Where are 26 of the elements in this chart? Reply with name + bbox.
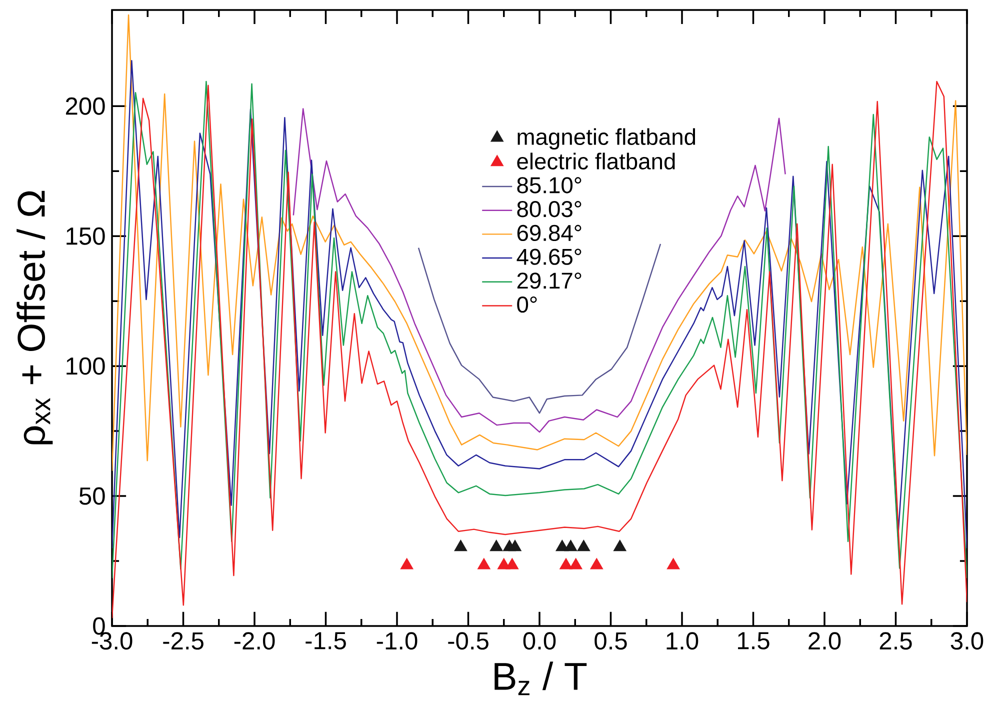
legend-label: 49.65° <box>516 248 582 265</box>
x-tick-label: 2.5 <box>880 632 912 650</box>
legend-label: 69.84° <box>517 224 582 242</box>
x-tick-label: 2.0 <box>808 632 841 650</box>
y-tick-label: 150 <box>66 227 105 245</box>
x-tick-label: -1.0 <box>376 632 418 650</box>
legend-label: electric flatband <box>517 152 675 170</box>
y-tick-label: 200 <box>66 97 105 115</box>
legend-label: 85.10° <box>517 177 582 194</box>
x-tick-label: -0.5 <box>448 632 488 650</box>
x-tick-label: -2.0 <box>234 632 275 650</box>
y-tick-label: 100 <box>66 357 105 375</box>
y-tick-label: 50 <box>79 487 105 505</box>
x-tick-label: 0.5 <box>594 632 627 650</box>
legend-label: 0° <box>517 296 537 313</box>
x-tick-label: -1.5 <box>306 632 346 650</box>
x-tick-label: 3.0 <box>950 632 984 650</box>
legend-label: 80.03° <box>517 201 582 218</box>
x-tick-label: 0.0 <box>523 632 556 650</box>
legend-label: magnetic flatband <box>518 128 696 150</box>
x-tick-label: 1.0 <box>666 632 698 650</box>
x-tick-label: 1.5 <box>738 632 770 650</box>
legend-label: 29.17° <box>517 272 582 289</box>
x-tick-label: -2.5 <box>163 632 204 650</box>
y-axis-title: ρ$_{xx}$ + Offset / Ω <box>16 190 53 444</box>
x-axis-title: B$_{z}$ / T <box>494 662 587 696</box>
